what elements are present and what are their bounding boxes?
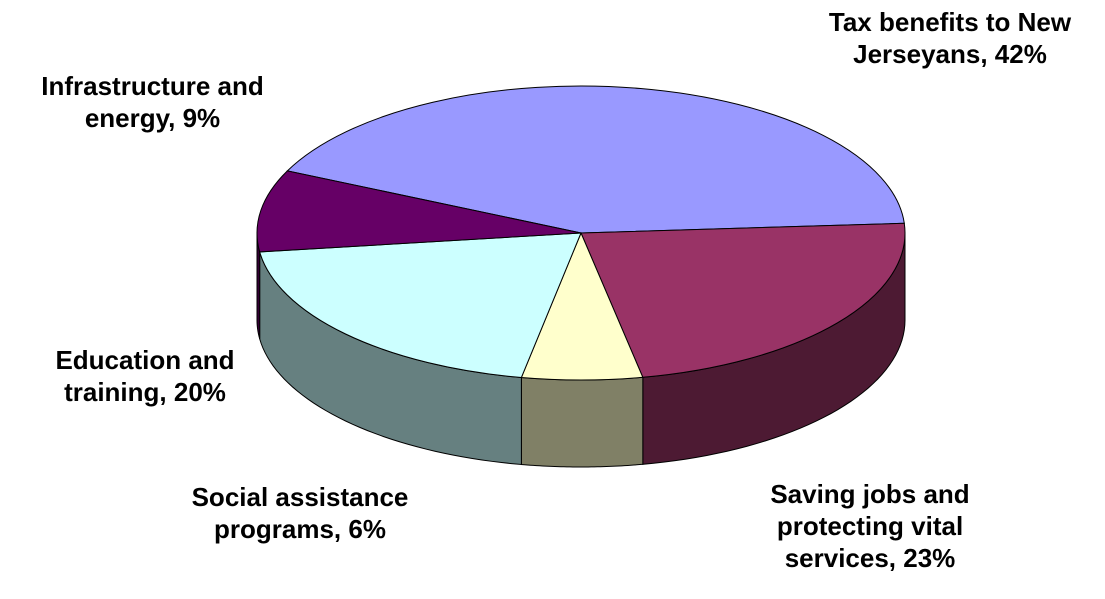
slice-label-education-line2: training, 20% <box>64 377 226 407</box>
slice-label-saving-jobs-line1: Saving jobs and <box>770 479 970 509</box>
pie-slice-tax-benefits <box>286 85 905 234</box>
slice-label-social-assistance-line2: programs, 6% <box>214 514 386 544</box>
slice-label-tax-benefits-line1: Tax benefits to New <box>828 7 1072 37</box>
slice-label-infrastructure-line1: Infrastructure and <box>41 71 264 101</box>
slice-label-infrastructure: Infrastructure and energy, 9% <box>0 70 305 134</box>
slice-label-social-assistance: Social assistance programs, 6% <box>140 481 460 545</box>
slice-label-social-assistance-line1: Social assistance <box>191 482 409 512</box>
slice-label-education-line1: Education and <box>55 345 235 375</box>
pie-slice-social-assistance <box>520 231 644 381</box>
pie-slice-education <box>259 232 582 379</box>
slice-label-education: Education and training, 20% <box>0 344 290 408</box>
slice-label-saving-jobs: Saving jobs and protecting vital service… <box>710 478 1030 574</box>
pie-slice-saving-jobs <box>580 222 906 378</box>
pie-side-social-assistance <box>520 376 644 468</box>
slice-label-saving-jobs-line3: services, 23% <box>784 543 956 573</box>
slice-label-tax-benefits: Tax benefits to New Jerseyans, 42% <box>790 6 1105 70</box>
slice-label-saving-jobs-line2: protecting vital <box>776 511 964 541</box>
pie-slice-infrastructure <box>256 170 582 253</box>
slice-label-tax-benefits-line2: Jerseyans, 42% <box>853 39 1047 69</box>
slice-label-infrastructure-line2: energy, 9% <box>84 103 221 133</box>
